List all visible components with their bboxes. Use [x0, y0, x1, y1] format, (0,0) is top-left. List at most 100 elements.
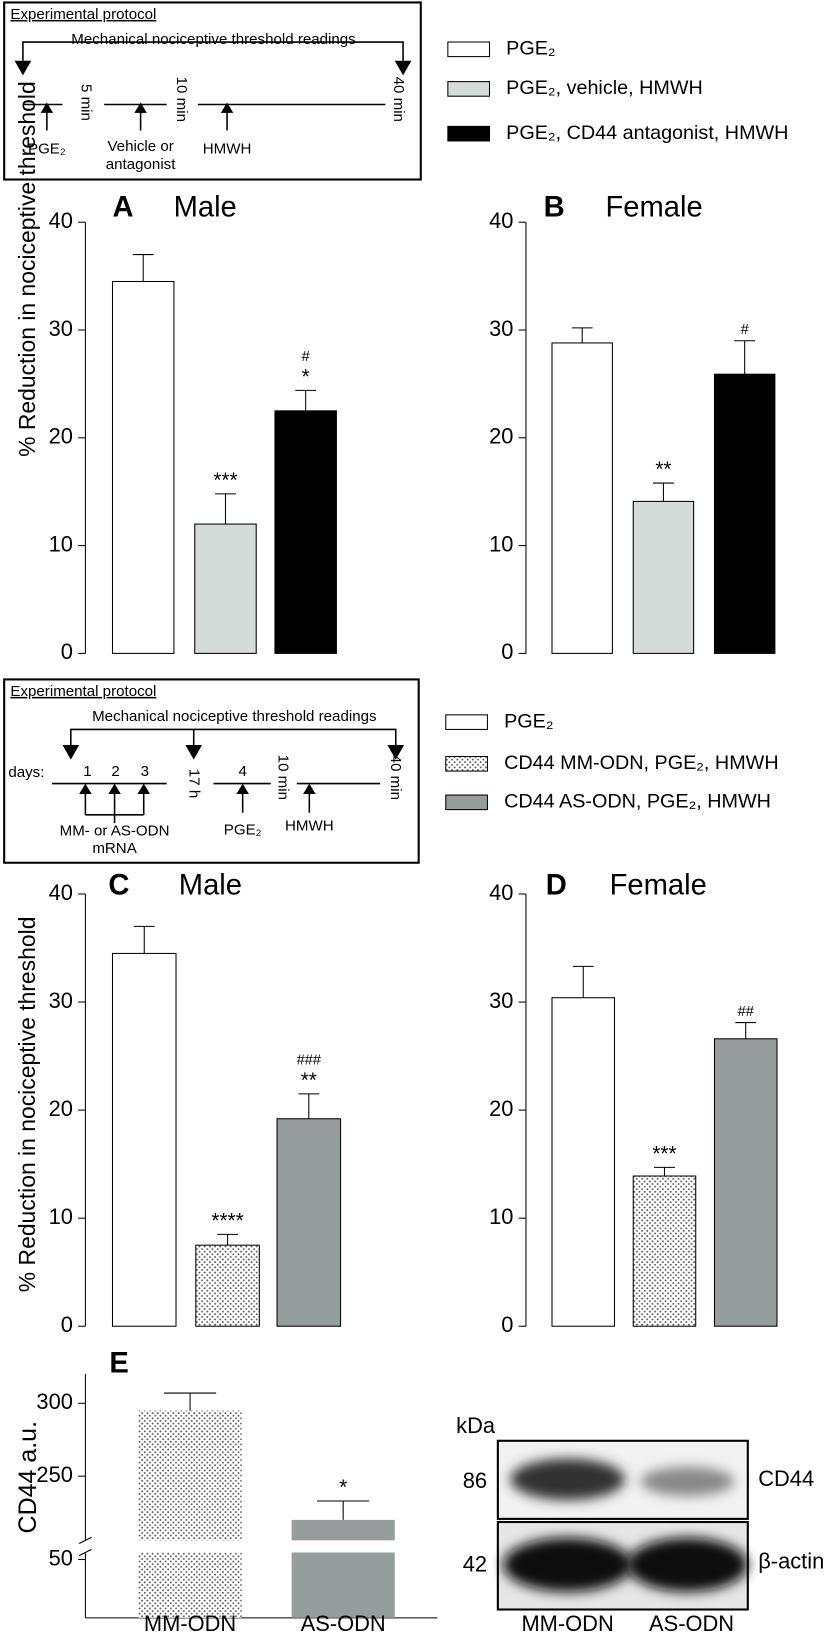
error-bar — [735, 1022, 757, 1039]
chart-title: Male — [174, 191, 237, 223]
label: 40 min — [387, 755, 404, 800]
label: HMWH — [203, 140, 252, 157]
y-axis-label: % Reduction in nociceptive threshold — [14, 81, 40, 457]
significance: * — [302, 365, 310, 388]
error-bar — [217, 1233, 238, 1246]
label: PGE₂ — [506, 38, 555, 60]
y-tick-label: 0 — [61, 639, 73, 664]
x-tick-label: AS-ODN — [301, 1611, 386, 1636]
y-tick-label: 10 — [49, 1204, 73, 1229]
panel-label: E — [109, 1347, 128, 1379]
label: mRNA — [92, 840, 137, 857]
bar — [194, 523, 257, 654]
y-tick-label: 300 — [36, 1389, 72, 1414]
bar — [111, 280, 175, 654]
legend-swatch — [447, 125, 491, 142]
error-bar — [654, 1166, 675, 1177]
bar — [291, 1552, 395, 1618]
label: 86 — [463, 1468, 487, 1493]
chart-title: Female — [610, 869, 707, 901]
label: PGE₂, CD44 antagonist, HMWH — [506, 122, 788, 144]
protocol-diagrams — [3, 1, 422, 864]
error-bar — [653, 482, 674, 502]
bar — [551, 997, 616, 1327]
y-axis-label: % Reduction in nociceptive threshold — [14, 917, 40, 1293]
label: 17 h — [186, 769, 203, 798]
bar — [551, 342, 613, 654]
chart-title: Male — [179, 869, 242, 901]
y-tick-label: 10 — [489, 531, 513, 556]
label: CD44 MM-ODN, PGE₂, HMWH — [504, 752, 779, 774]
error-bar — [133, 925, 155, 954]
y-tick-label: 0 — [501, 1312, 513, 1337]
y-tick-label: 40 — [489, 880, 513, 905]
label: PGE₂, vehicle, HMWH — [506, 77, 703, 99]
panel-label: B — [544, 191, 565, 223]
bar — [138, 1552, 242, 1618]
label: Mechanical nociceptive threshold reading… — [92, 708, 376, 725]
significance: ### — [297, 1052, 322, 1068]
error-bar — [132, 254, 154, 282]
y-tick-label: 30 — [489, 988, 513, 1013]
label: Experimental protocol — [10, 6, 156, 23]
y-tick-label: 10 — [49, 531, 73, 556]
error-bar — [572, 965, 594, 998]
label: Experimental protocol — [10, 683, 156, 700]
bar — [276, 1118, 342, 1327]
legend-swatch — [445, 714, 488, 730]
significance: *** — [213, 469, 237, 492]
y-tick-label: 20 — [489, 424, 513, 449]
significance: **** — [211, 1209, 243, 1232]
bar — [138, 1410, 242, 1541]
label: 4 — [238, 763, 246, 780]
y-tick-label: 40 — [49, 880, 73, 905]
label: MM-ODN — [521, 1611, 613, 1636]
legend-swatch — [445, 755, 488, 772]
error-bar — [571, 327, 593, 343]
significance: *** — [652, 1142, 676, 1165]
bar — [111, 952, 177, 1327]
label: MM- or AS-ODN — [60, 822, 170, 839]
y-tick-label: 30 — [489, 316, 513, 341]
y-tick-label: 30 — [49, 316, 73, 341]
significance: # — [302, 349, 311, 365]
label: AS-ODN — [649, 1611, 734, 1636]
legend-swatch — [447, 41, 491, 58]
label: 2 — [111, 763, 119, 780]
label: kDa — [456, 1413, 496, 1438]
y-tick-label: 40 — [49, 208, 73, 233]
significance: # — [741, 322, 750, 338]
x-tick-label: MM-ODN — [144, 1611, 236, 1636]
bar — [291, 1519, 395, 1541]
bar — [713, 1038, 778, 1327]
panel-label: A — [112, 191, 133, 223]
panel-label: C — [108, 869, 129, 901]
label: PGE₂ — [224, 821, 262, 838]
error-bar — [734, 340, 756, 375]
significance: ## — [738, 1004, 755, 1020]
y-tick-label: 0 — [61, 1312, 73, 1337]
significance: * — [339, 1476, 347, 1499]
bar — [274, 410, 337, 654]
label: Vehicle or — [107, 138, 173, 155]
y-tick-label: 0 — [501, 639, 513, 664]
significance: ** — [655, 458, 671, 481]
y-tick-label: 30 — [49, 988, 73, 1013]
legend-swatch — [445, 794, 488, 811]
label: PGE₂ — [504, 710, 553, 732]
y-axis-label: CD44 a.u. — [14, 1421, 42, 1534]
label: 10 min — [274, 755, 291, 800]
bar — [632, 1175, 697, 1327]
label: days: — [8, 764, 44, 781]
bar — [632, 500, 695, 654]
label: 3 — [141, 763, 149, 780]
error-bar — [164, 1392, 217, 1411]
y-tick-label: 20 — [49, 424, 73, 449]
y-tick-label: 10 — [489, 1204, 513, 1229]
bar — [195, 1244, 260, 1327]
y-tick-label: 20 — [489, 1096, 513, 1121]
axis-break — [78, 1536, 92, 1557]
y-tick-label: 250 — [36, 1462, 72, 1487]
